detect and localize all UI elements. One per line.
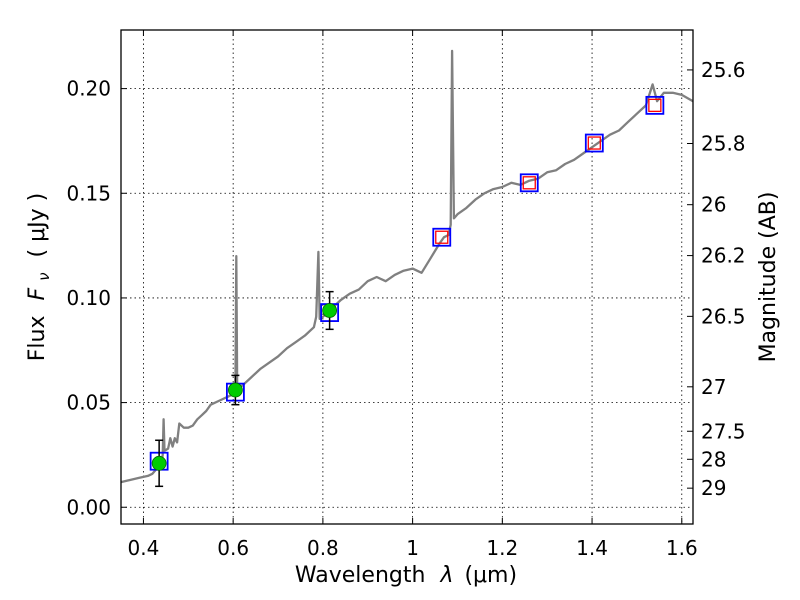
mag-tick-label: 25.6 — [701, 58, 746, 82]
mag-tick-label: 26.2 — [701, 244, 746, 268]
y-tick-label: 0.20 — [66, 77, 111, 101]
y2-axis-label: Magnitude (AB) — [756, 192, 781, 363]
mag-tick-label: 25.8 — [701, 131, 746, 155]
ticks: 0.4 0.6 0.8 1 1.2 1.4 1.6 0.00 0.05 0.10 0.15 0.20 2… — [66, 30, 746, 560]
x-tick-label: 0.8 — [307, 536, 339, 560]
model-square-marker — [519, 173, 539, 193]
detection-point — [227, 382, 243, 398]
y-tick-label: 0.00 — [66, 495, 111, 519]
mag-tick-label: 27 — [701, 375, 726, 399]
upper-limit-marker — [435, 230, 449, 244]
upper-limit-marker — [522, 176, 536, 190]
x-tick-label: 1.4 — [576, 536, 608, 560]
x-tick-label: 1.2 — [486, 536, 518, 560]
y-axis-symbol: F — [25, 287, 50, 300]
upper-limit-marker — [648, 98, 662, 113]
model-square-marker — [584, 133, 604, 153]
x-axis-unit: (μm) — [464, 563, 517, 588]
detection-point — [322, 303, 338, 318]
series — [120, 49, 694, 488]
model-square-marker — [645, 95, 665, 115]
x-axis-label-text: Wavelength — [295, 563, 426, 588]
x-axis-label: Wavelength λ (μm) — [295, 563, 517, 588]
sed-line — [120, 49, 694, 484]
mag-tick-label: 27.5 — [701, 419, 746, 443]
model-square-marker — [432, 227, 452, 247]
mag-tick-label: 28 — [701, 447, 726, 471]
y-axis-unit: ( μJy ) — [25, 193, 50, 258]
grid — [121, 30, 693, 524]
y-tick-label: 0.15 — [66, 181, 111, 205]
detection-point — [151, 455, 167, 471]
y-axis-label: Flux F ν ( μJy ) — [25, 193, 55, 361]
y-axis-label-text: Flux — [25, 315, 50, 361]
y-tick-label: 0.05 — [66, 391, 111, 415]
upper-limit-marker — [587, 136, 601, 150]
mag-tick-label: 26 — [701, 193, 726, 217]
plot-frame — [120, 29, 694, 525]
y-tick-label: 0.10 — [66, 286, 111, 310]
x-tick-label: 1 — [406, 536, 419, 560]
x-axis-symbol: λ — [439, 563, 453, 588]
mag-tick-label: 29 — [701, 476, 726, 500]
y-axis-subscript: ν — [35, 272, 53, 280]
x-tick-label: 0.4 — [128, 536, 160, 560]
x-tick-label: 0.6 — [217, 536, 249, 560]
mag-tick-label: 26.5 — [701, 304, 746, 328]
x-tick-label: 1.6 — [666, 536, 698, 560]
